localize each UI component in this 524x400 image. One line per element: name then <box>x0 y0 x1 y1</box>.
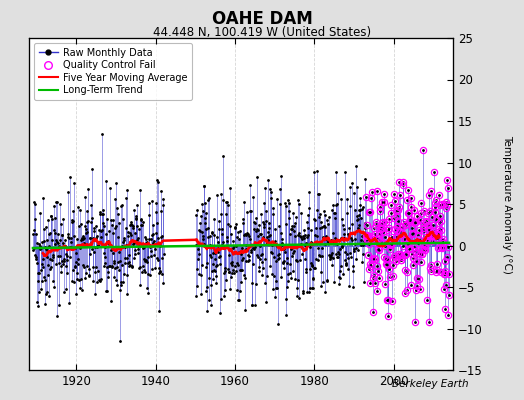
Text: Berkeley Earth: Berkeley Earth <box>392 379 469 389</box>
Text: OAHE DAM: OAHE DAM <box>212 10 312 28</box>
Legend: Raw Monthly Data, Quality Control Fail, Five Year Moving Average, Long-Term Tren: Raw Monthly Data, Quality Control Fail, … <box>34 43 192 100</box>
Text: 44.448 N, 100.419 W (United States): 44.448 N, 100.419 W (United States) <box>153 26 371 39</box>
Y-axis label: Temperature Anomaly (°C): Temperature Anomaly (°C) <box>503 134 512 274</box>
